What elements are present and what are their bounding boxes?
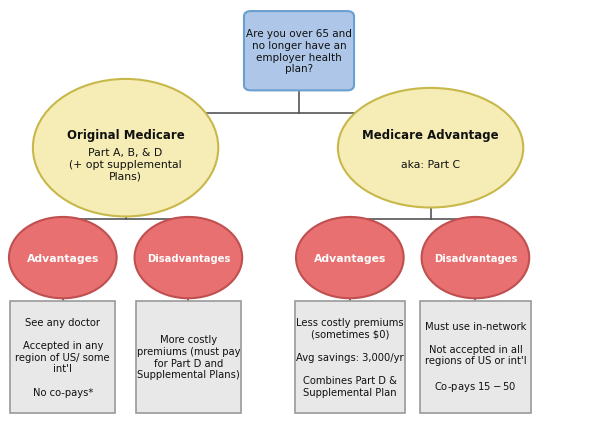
Text: Original Medicare: Original Medicare [67, 129, 184, 142]
Text: aka: Part C: aka: Part C [401, 160, 460, 170]
Text: Medicare Advantage: Medicare Advantage [362, 129, 499, 142]
Text: Disadvantages: Disadvantages [147, 253, 230, 263]
Ellipse shape [296, 218, 404, 298]
Text: Are you over 65 and
no longer have an
employer health
plan?: Are you over 65 and no longer have an em… [246, 29, 352, 74]
Ellipse shape [135, 218, 242, 298]
FancyBboxPatch shape [244, 12, 354, 91]
Text: More costly
premiums (must pay
for Part D and
Supplemental Plans): More costly premiums (must pay for Part … [136, 335, 240, 379]
Text: Must use in-network

Not accepted in all
regions of US or int'l

Co-pays $15 - $: Must use in-network Not accepted in all … [425, 321, 526, 393]
Text: Advantages: Advantages [26, 253, 99, 263]
Text: Advantages: Advantages [313, 253, 386, 263]
FancyBboxPatch shape [11, 301, 115, 413]
Ellipse shape [422, 218, 529, 298]
Text: Less costly premiums
(sometimes $0)

Avg savings: 3,000/yr

Combines Part D &
Su: Less costly premiums (sometimes $0) Avg … [296, 317, 404, 396]
FancyBboxPatch shape [136, 301, 240, 413]
Text: Part A, B, & D
(+ opt supplemental
Plans): Part A, B, & D (+ opt supplemental Plans… [69, 148, 182, 181]
FancyBboxPatch shape [294, 301, 405, 413]
Ellipse shape [33, 80, 218, 217]
Text: Disadvantages: Disadvantages [434, 253, 517, 263]
Ellipse shape [9, 218, 117, 298]
Text: See any doctor

Accepted in any
region of US/ some
int'l

No co-pays*: See any doctor Accepted in any region of… [16, 317, 110, 396]
Ellipse shape [338, 89, 523, 208]
FancyBboxPatch shape [420, 301, 531, 413]
